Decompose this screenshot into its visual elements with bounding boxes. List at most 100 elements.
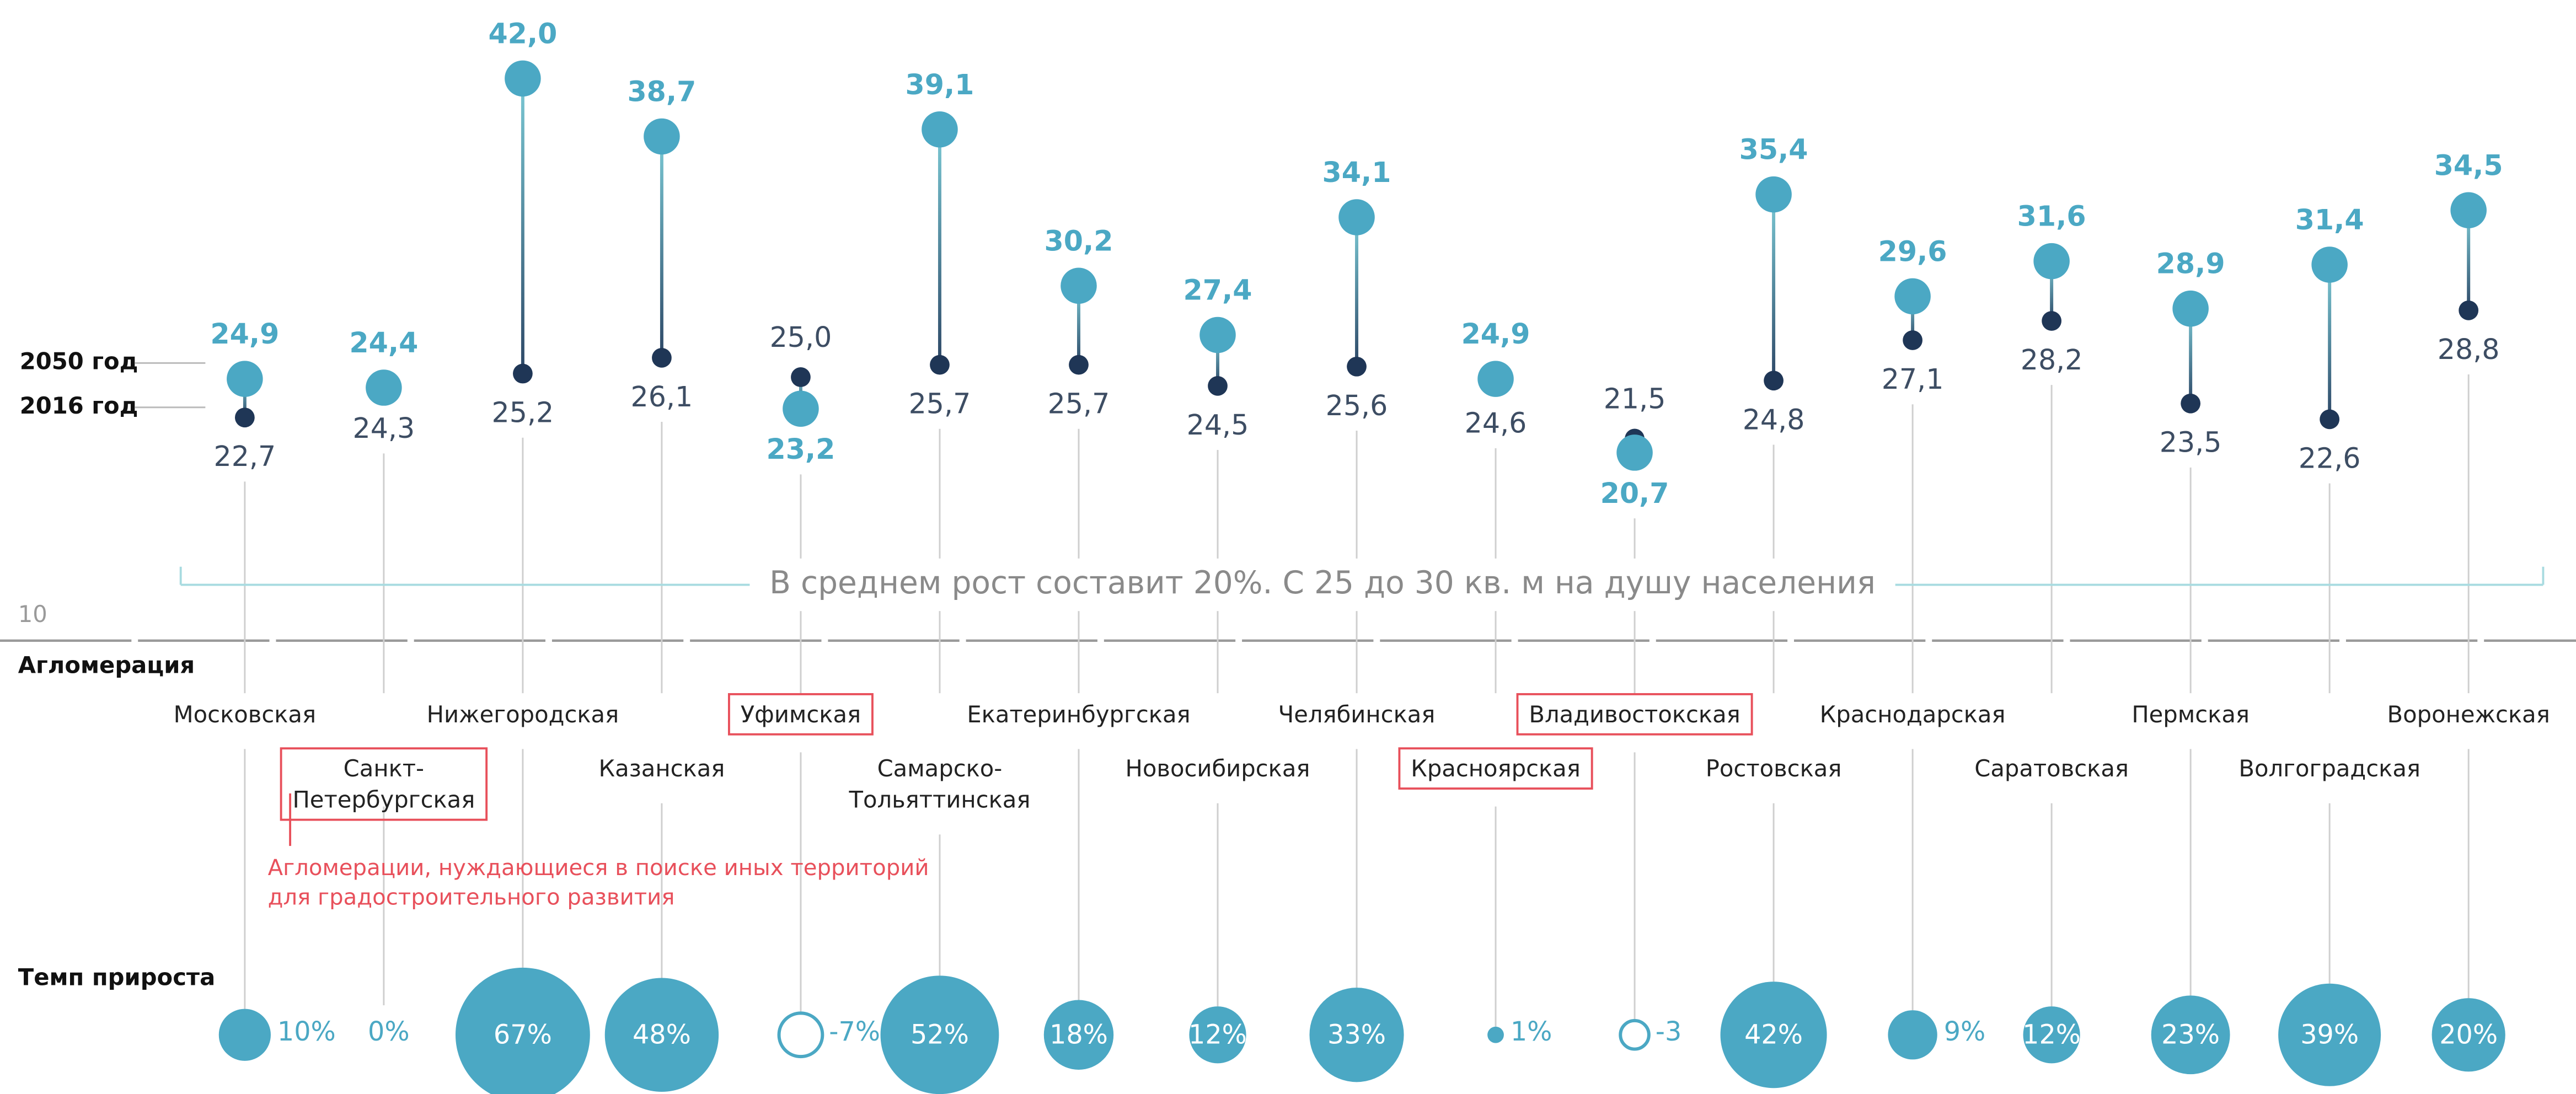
dot-2016 bbox=[1069, 355, 1089, 375]
dot-2050 bbox=[783, 390, 819, 427]
value-label-2016: 24,3 bbox=[353, 412, 415, 444]
dot-2016 bbox=[513, 363, 533, 384]
connector bbox=[2189, 308, 2193, 404]
dot-2050 bbox=[2311, 246, 2348, 283]
dot-2050 bbox=[227, 361, 263, 397]
growth-bubble bbox=[1619, 1018, 1651, 1051]
legend-label: 2050 год bbox=[20, 347, 138, 374]
connector bbox=[1911, 296, 1915, 341]
category-label: Саратовская bbox=[1974, 755, 2129, 782]
growth-bubble bbox=[1043, 1000, 1114, 1070]
connector bbox=[2467, 210, 2471, 310]
growth-label: 48% bbox=[633, 1020, 691, 1050]
growth-bubble bbox=[1487, 1026, 1504, 1043]
value-label-2050: 24,4 bbox=[349, 326, 418, 359]
growth-label: -3 bbox=[1656, 1017, 1682, 1047]
legend-label: 2016 год bbox=[20, 392, 138, 419]
dot-2050 bbox=[2033, 243, 2070, 280]
dot-2050 bbox=[505, 60, 541, 97]
growth-bubble bbox=[1309, 988, 1404, 1082]
category-label: Екатеринбургская bbox=[967, 701, 1190, 728]
dot-2050 bbox=[1616, 435, 1653, 471]
highlight-box bbox=[280, 747, 488, 821]
growth-label: 0% bbox=[368, 1017, 410, 1047]
growth-label: 12% bbox=[1188, 1020, 1247, 1050]
growth-bubble bbox=[1720, 982, 1827, 1088]
dot-2050 bbox=[1061, 267, 1097, 304]
dot-2050 bbox=[2450, 192, 2487, 229]
dot-2016 bbox=[930, 355, 950, 375]
value-label-2016: 25,6 bbox=[1326, 389, 1388, 422]
growth-label: 39% bbox=[2300, 1020, 2359, 1050]
dot-2050 bbox=[366, 369, 402, 406]
growth-bubble bbox=[2278, 983, 2381, 1086]
dot-2016 bbox=[2042, 311, 2061, 331]
dot-2016 bbox=[1347, 356, 1367, 377]
category-label: Московская bbox=[174, 701, 316, 728]
annotation-bg bbox=[749, 558, 1895, 612]
growth-label: 23% bbox=[2161, 1020, 2220, 1050]
growth-label: 18% bbox=[1049, 1020, 1108, 1050]
dot-2050 bbox=[644, 118, 680, 155]
connector bbox=[2328, 265, 2332, 420]
category-label: Челябинская bbox=[1278, 701, 1436, 728]
value-label-2016: 25,7 bbox=[909, 388, 971, 420]
connector bbox=[243, 379, 247, 418]
value-label-2050: 30,2 bbox=[1045, 224, 1113, 257]
value-label-2016: 21,5 bbox=[1604, 382, 1666, 415]
dot-2016 bbox=[652, 348, 672, 368]
value-label-2016: 24,8 bbox=[1743, 403, 1805, 436]
growth-bubble bbox=[456, 967, 590, 1094]
dot-2016 bbox=[234, 407, 255, 428]
dot-2016 bbox=[2459, 300, 2479, 320]
connector bbox=[2050, 261, 2054, 321]
highlight-box bbox=[727, 693, 874, 736]
connector bbox=[521, 78, 524, 374]
dot-2016 bbox=[1903, 330, 1922, 350]
category-label: Ростовская bbox=[1706, 755, 1842, 782]
value-label-2050: 38,7 bbox=[627, 76, 696, 108]
dot-2016 bbox=[2320, 409, 2340, 430]
growth-label: 12% bbox=[2022, 1020, 2081, 1050]
highlight-note: для градостроительного развития bbox=[268, 884, 675, 910]
axis-title: Агломерация bbox=[18, 651, 195, 678]
value-label-2016: 22,7 bbox=[213, 440, 276, 473]
value-label-2016: 26,1 bbox=[631, 380, 693, 413]
category-label: Волгоградская bbox=[2238, 755, 2420, 782]
category-label: Пермская bbox=[2132, 701, 2250, 728]
connector bbox=[1216, 335, 1219, 386]
value-label-2050: 31,6 bbox=[2017, 200, 2086, 233]
connector bbox=[660, 136, 663, 358]
marks: 10 2050 год 2016 год Агломерация Темп прирос… bbox=[18, 17, 2550, 1094]
axis-title: Темп прироста bbox=[18, 963, 215, 990]
growth-label: 1% bbox=[1511, 1017, 1552, 1047]
connector bbox=[1772, 194, 1776, 381]
value-label-2016: 24,6 bbox=[1465, 407, 1527, 439]
category-label: Воронежская bbox=[2387, 701, 2550, 728]
value-label-2050: 42,0 bbox=[488, 17, 557, 50]
category-label: Краснодарская bbox=[1820, 701, 2006, 728]
value-label-2050: 24,9 bbox=[210, 318, 279, 350]
value-label-2050: 20,7 bbox=[1600, 477, 1669, 510]
growth-label: 10% bbox=[277, 1017, 336, 1047]
dot-2016 bbox=[1208, 376, 1228, 396]
value-label-2016: 28,2 bbox=[2021, 344, 2083, 376]
value-label-2050: 24,9 bbox=[1461, 318, 1530, 350]
value-label-2016: 27,1 bbox=[1882, 363, 1944, 395]
growth-bubble bbox=[2432, 998, 2505, 1072]
connector bbox=[938, 129, 941, 365]
value-label-2016: 25,0 bbox=[770, 321, 832, 353]
growth-label: 42% bbox=[1744, 1020, 1803, 1050]
connector bbox=[1355, 217, 1358, 367]
category-label: Казанская bbox=[599, 755, 725, 782]
value-label-2016: 23,5 bbox=[2160, 426, 2222, 459]
dot-2016 bbox=[2181, 393, 2201, 414]
dot-2050 bbox=[1338, 199, 1375, 235]
growth-bubble bbox=[880, 975, 999, 1094]
growth-label: -7% bbox=[829, 1017, 880, 1047]
highlight-box bbox=[1516, 693, 1753, 736]
highlight-note: Агломерации, нуждающиеся в поиске иных т… bbox=[268, 855, 929, 881]
value-label-2016: 25,7 bbox=[1048, 388, 1110, 420]
growth-label: 52% bbox=[911, 1020, 969, 1050]
